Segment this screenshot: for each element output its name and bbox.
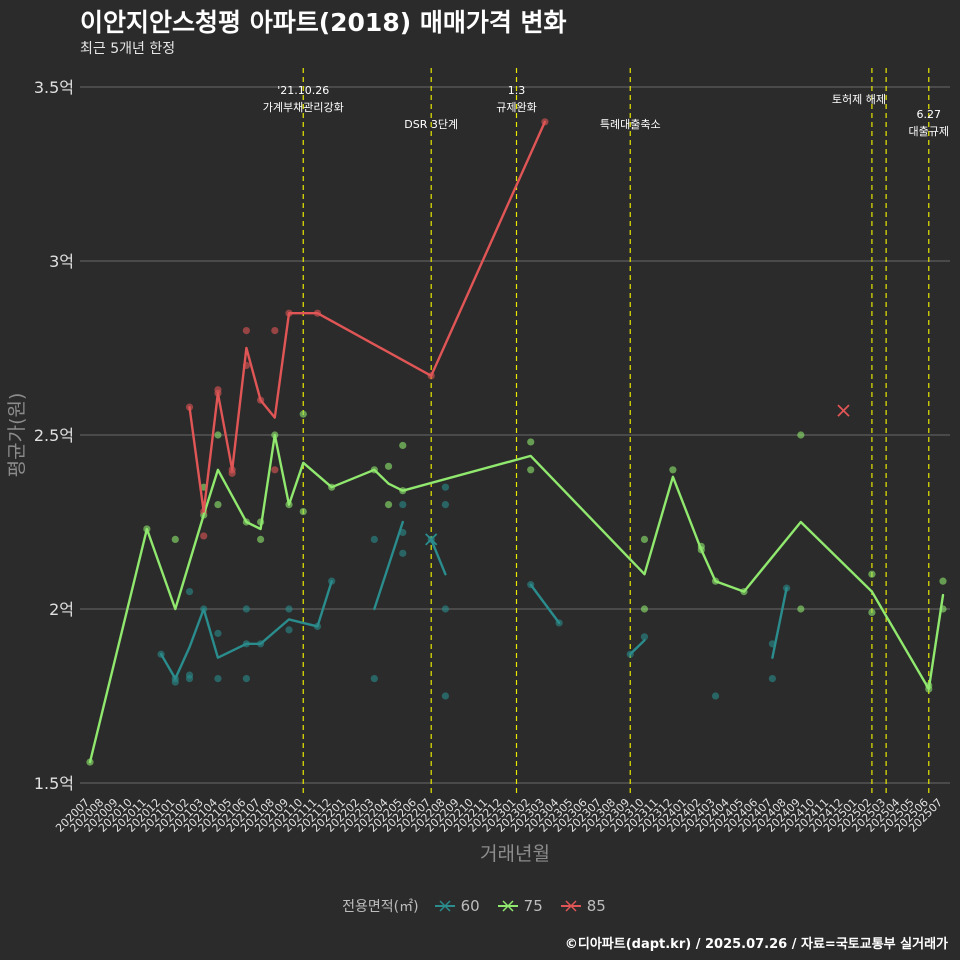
series-line-75 <box>88 433 945 764</box>
chart-subtitle: 최근 5개년 한정 <box>80 41 176 57</box>
grid-layer <box>80 86 950 784</box>
series-line-60 <box>629 639 646 656</box>
data-point-85 <box>200 532 208 540</box>
data-point-75 <box>384 462 393 470</box>
data-point-60 <box>285 605 293 613</box>
data-point-60 <box>399 549 407 557</box>
axis-layer: 1.5억2억2.5억3억3.5억202007202008202009202010… <box>34 78 945 835</box>
data-point-60 <box>399 501 407 509</box>
data-point-75 <box>939 577 947 585</box>
data-point-75 <box>640 605 649 613</box>
data-point-75 <box>299 507 307 516</box>
data-point-75 <box>384 501 393 509</box>
event-label: 대출규제 <box>909 125 949 138</box>
y-axis-title: 평균가(원) <box>6 393 28 478</box>
event-label: 가계부채관리강화 <box>263 101 344 114</box>
legend-key-75 <box>497 900 518 912</box>
data-point-60 <box>711 692 720 700</box>
data-point-60 <box>441 692 450 700</box>
data-point-60 <box>768 675 777 683</box>
series-line-60 <box>771 586 788 659</box>
y-tick-label: 3억 <box>49 252 74 271</box>
event-label: 6.27 <box>917 108 942 121</box>
legend-item-85: 85 <box>559 897 618 915</box>
data-point-60 <box>441 501 450 509</box>
data-point-60 <box>185 588 194 596</box>
data-point-75 <box>797 605 805 613</box>
y-tick-label: 2억 <box>49 600 74 619</box>
event-label: 토허제 해제 <box>832 92 886 106</box>
data-point-60 <box>185 671 194 679</box>
legend-label-75: 75 <box>523 897 543 915</box>
data-point-75 <box>399 441 407 450</box>
legend: 전용면적(㎡) 60 75 85 <box>0 896 960 916</box>
data-point-85 <box>271 327 279 335</box>
data-point-75 <box>527 466 535 474</box>
legend-label-60: 60 <box>460 897 480 915</box>
data-point-60 <box>441 605 450 613</box>
data-point-75 <box>868 608 876 617</box>
data-point-60 <box>242 605 250 613</box>
data-point-60 <box>285 626 293 634</box>
legend-key-60 <box>434 900 455 912</box>
data-point-75 <box>527 438 535 446</box>
series-line-60 <box>529 583 561 625</box>
data-point-60 <box>370 535 378 544</box>
data-point-75 <box>868 570 876 578</box>
cross-marker-85 <box>837 404 850 417</box>
cross-marker-60 <box>425 533 438 546</box>
series-line-60 <box>430 538 447 576</box>
data-point-75 <box>797 431 805 439</box>
legend-key-85 <box>560 900 581 912</box>
y-tick-label: 1.5억 <box>34 774 74 793</box>
series-line-60 <box>159 580 333 680</box>
data-point-75 <box>299 410 307 418</box>
event-label: 특례대출축소 <box>600 118 661 131</box>
data-point-85 <box>271 466 279 474</box>
legend-title: 전용면적(㎡) <box>342 899 419 915</box>
event-label: 1.3 <box>508 84 526 97</box>
y-tick-label: 2.5억 <box>34 426 74 445</box>
data-point-60 <box>441 483 450 491</box>
data-point-75 <box>669 466 677 474</box>
data-point-60 <box>214 675 222 683</box>
data-point-75 <box>640 535 649 544</box>
source-caption: ©디아파트(dapt.kr) / 2025.07.26 / 자료=국토교통부 실… <box>564 937 948 952</box>
data-point-60 <box>242 675 250 683</box>
y-tick-label: 3.5억 <box>34 78 74 97</box>
data-point-60 <box>640 633 649 641</box>
event-label: DSR 3단계 <box>404 118 458 131</box>
event-label: 규제완화 <box>496 101 536 114</box>
data-point-75 <box>214 501 222 509</box>
data-point-60 <box>214 629 222 637</box>
event-label: '21.10.26 <box>277 84 329 97</box>
legend-item-75: 75 <box>496 897 555 915</box>
data-point-60 <box>370 675 378 683</box>
series-line-85 <box>188 120 547 513</box>
data-point-75 <box>214 431 222 439</box>
chart-title: 이안지안스청평 아파트(2018) 매매가격 변화 <box>80 8 567 37</box>
series-line-60 <box>373 520 404 611</box>
legend-item-60: 60 <box>433 897 492 915</box>
legend-label-85: 85 <box>586 897 606 915</box>
line-layer <box>88 120 945 764</box>
x-axis-title: 거래년월 <box>480 843 550 865</box>
data-point-85 <box>242 327 250 335</box>
data-point-75 <box>171 535 179 544</box>
data-point-75 <box>257 535 265 544</box>
